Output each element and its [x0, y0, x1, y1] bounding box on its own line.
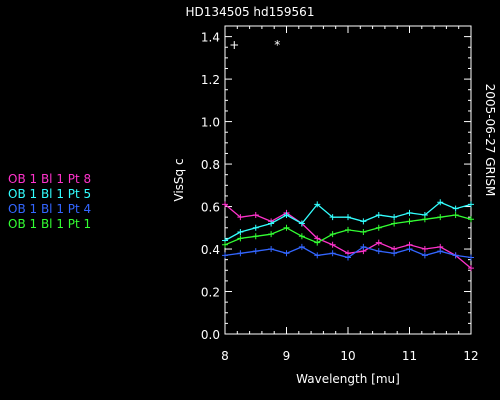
data-point [421, 246, 428, 253]
marker-symbol: * [274, 38, 280, 52]
y-tick-label: 1.4 [201, 31, 220, 45]
y-tick-label: 0.0 [201, 328, 220, 342]
series-line [224, 201, 472, 242]
data-point [421, 252, 428, 259]
legend: OB 1 Bl 1 Pt 8OB 1 Bl 1 Pt 5OB 1 Bl 1 Pt… [8, 172, 91, 231]
legend-entry: OB 1 Bl 1 Pt 1 [8, 217, 91, 231]
data-point [360, 229, 367, 236]
y-tick-label: 0.4 [201, 243, 220, 257]
data-point [468, 201, 474, 208]
data-point [314, 239, 321, 246]
data-point [268, 220, 275, 227]
data-point [452, 252, 459, 259]
data-point [222, 252, 228, 259]
x-tick-label: 12 [463, 349, 478, 363]
x-tick-label: 10 [340, 349, 355, 363]
data-point [283, 224, 290, 231]
data-point [283, 212, 290, 219]
data-point [437, 214, 444, 221]
y-tick-label: 0.6 [201, 201, 220, 215]
data-point [452, 205, 459, 212]
data-point [468, 254, 474, 261]
data-point [406, 246, 413, 253]
data-point [421, 216, 428, 223]
data-point [345, 226, 351, 233]
plot-frame [224, 25, 472, 335]
data-point [329, 250, 336, 257]
data-point [391, 220, 398, 227]
legend-entry: OB 1 Bl 1 Pt 4 [8, 202, 91, 216]
data-point [252, 212, 259, 219]
axis-ticks: 0.0 0.2 0.4 0.6 0.8 1.0 1.2 1.4 8 9 10 11 12 [201, 26, 479, 363]
data-point [298, 233, 305, 240]
data-point [222, 241, 228, 248]
data-point [406, 209, 413, 216]
data-point [222, 201, 228, 208]
y-tick-label: 0.2 [201, 286, 220, 300]
data-point [437, 248, 444, 255]
x-tick-label: 8 [221, 349, 229, 363]
data-point [252, 233, 259, 240]
data-point [345, 254, 351, 261]
data-point [375, 224, 382, 231]
x-axis-label: Wavelength [mu] [296, 372, 400, 386]
y-tick-label: 1.0 [201, 116, 220, 130]
data-point [237, 214, 244, 221]
data-point [237, 235, 244, 242]
legend-entry: OB 1 Bl 1 Pt 8 [8, 172, 91, 186]
data-point [406, 218, 413, 225]
data-point [268, 246, 275, 253]
data-point [391, 214, 398, 221]
x-tick-label: 11 [402, 349, 417, 363]
data-point [298, 220, 305, 227]
data-point [329, 231, 336, 238]
series-group: + * [222, 38, 474, 272]
data-point [452, 212, 459, 219]
data-point [375, 248, 382, 255]
data-point [345, 214, 351, 221]
legend-entry: OB 1 Bl 1 Pt 5 [8, 187, 91, 201]
side-label: 2005-06-27 GRISM [483, 84, 497, 197]
data-point [268, 231, 275, 238]
data-point [314, 201, 321, 208]
data-point [237, 229, 244, 236]
data-point [375, 212, 382, 219]
data-point [360, 218, 367, 225]
data-point [468, 216, 474, 223]
data-point [314, 252, 321, 259]
data-point [375, 239, 382, 246]
data-point [391, 250, 398, 257]
x-tick-label: 9 [283, 349, 291, 363]
data-point [252, 248, 259, 255]
data-point [237, 250, 244, 257]
data-point [437, 199, 444, 206]
y-tick-label: 1.2 [201, 73, 220, 87]
y-axis-label: VisSq c [172, 158, 186, 201]
data-point [329, 241, 336, 248]
chart-title: HD134505 hd159561 [186, 5, 315, 19]
y-tick-label: 0.8 [201, 158, 220, 172]
data-point [468, 265, 474, 272]
data-point [360, 243, 367, 250]
data-point [252, 224, 259, 231]
data-point [329, 214, 336, 221]
data-point [283, 250, 290, 257]
data-point [298, 243, 305, 250]
marker-symbol: + [229, 38, 239, 52]
